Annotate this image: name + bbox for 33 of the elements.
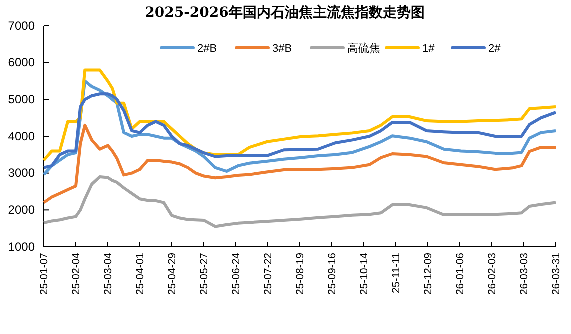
legend-label: 2#B — [198, 43, 218, 55]
x-tick-label: 25-03-04 — [102, 252, 115, 296]
x-tick-label: 25-01-07 — [38, 252, 51, 296]
x-tick-label: 25-02-04 — [70, 252, 83, 296]
x-tick-label: 25-09-16 — [326, 252, 339, 296]
chart-title: 2025-2026年国内石油焦主流焦指数走势图 — [145, 4, 425, 21]
x-tick-label: 25-10-14 — [358, 252, 371, 296]
legend-label: 2# — [488, 43, 502, 55]
line-series — [42, 124, 558, 204]
legend-label: 3#B — [272, 43, 292, 55]
y-tick-label: 3000 — [8, 166, 36, 180]
x-tick-label: 26-02-03 — [486, 252, 499, 296]
line-series — [42, 176, 558, 228]
x-tick-label: 25-04-01 — [134, 252, 147, 296]
x-tick-label: 25-04-29 — [166, 252, 179, 296]
y-tick-label: 6000 — [8, 56, 36, 70]
x-tick-label: 26-01-06 — [454, 252, 467, 296]
legend-label: 1# — [422, 43, 436, 55]
x-tick-label: 25-05-27 — [198, 252, 211, 296]
y-tick-label: 1000 — [8, 240, 36, 254]
x-tick-label: 26-03-31 — [550, 252, 563, 296]
y-tick-label: 2000 — [8, 203, 36, 218]
line-series — [42, 92, 558, 170]
legend-label: 高硫焦 — [348, 42, 380, 55]
x-tick-label: 26-03-03 — [518, 252, 531, 296]
x-tick-label: 25-06-24 — [230, 252, 243, 296]
y-tick-label: 7000 — [8, 18, 36, 33]
x-tick-label: 25-07-22 — [262, 252, 275, 296]
x-tick-label: 25-08-19 — [294, 252, 307, 296]
x-tick-label: 25-12-09 — [422, 252, 435, 296]
y-tick-label: 4000 — [8, 129, 36, 144]
y-tick-label: 5000 — [8, 92, 36, 107]
x-tick-label: 25-11-11 — [390, 252, 403, 294]
